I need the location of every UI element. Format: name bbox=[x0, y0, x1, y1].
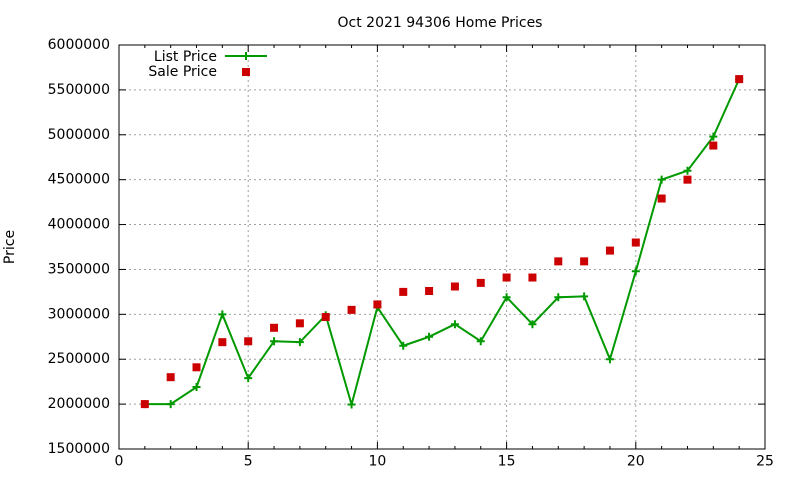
sale-price-point bbox=[631, 238, 640, 247]
legend-label-list-price: List Price bbox=[154, 49, 217, 65]
list-price-point bbox=[450, 320, 459, 329]
list-price-point bbox=[244, 374, 253, 383]
sale-price-point bbox=[295, 319, 304, 328]
legend-swatch-sale-price bbox=[242, 68, 250, 76]
x-tick-label: 20 bbox=[627, 454, 645, 470]
sale-price-point bbox=[580, 257, 589, 266]
x-tick-label: 5 bbox=[244, 454, 253, 470]
list-price-point bbox=[295, 338, 304, 347]
series-layer bbox=[140, 75, 744, 409]
sale-price-point bbox=[657, 194, 666, 203]
sale-price-point bbox=[450, 282, 459, 291]
y-axis-tick-labels: 1500000 2000000 2500000 3000000 3500000 40000… bbox=[48, 37, 110, 457]
list-price-line bbox=[144, 78, 741, 409]
y-axis-label: Price bbox=[2, 230, 18, 264]
list-price-point bbox=[502, 293, 511, 302]
x-axis-tick-labels: 0 5 10 15 20 25 bbox=[115, 454, 774, 470]
list-price-point bbox=[347, 400, 356, 409]
axis-ticks bbox=[118, 44, 766, 450]
list-price-point bbox=[476, 337, 485, 346]
sale-price-point bbox=[347, 305, 356, 314]
y-tick-label: 2000000 bbox=[48, 396, 110, 412]
list-price-point bbox=[605, 355, 614, 364]
legend-marker-list-price bbox=[242, 52, 250, 60]
sale-price-point bbox=[735, 75, 744, 84]
list-price-point bbox=[425, 332, 434, 341]
y-tick-label: 1500000 bbox=[48, 441, 110, 457]
sale-price-point bbox=[425, 286, 434, 295]
y-tick-label: 4500000 bbox=[48, 172, 110, 188]
list-price-point bbox=[399, 341, 408, 350]
sale-price-point bbox=[218, 338, 227, 347]
x-tick-label: 10 bbox=[368, 454, 386, 470]
sale-price-point bbox=[476, 278, 485, 287]
list-price-point bbox=[270, 337, 279, 346]
y-tick-label: 6000000 bbox=[48, 37, 110, 53]
list-price-point bbox=[683, 166, 692, 175]
y-tick-label: 3000000 bbox=[48, 306, 110, 322]
list-price-point bbox=[218, 310, 227, 319]
sale-price-point bbox=[244, 337, 253, 346]
sale-price-point bbox=[554, 257, 563, 266]
sale-price-point bbox=[528, 273, 537, 282]
sale-price-point bbox=[270, 323, 279, 332]
list-price-point bbox=[554, 293, 563, 302]
sale-price-point bbox=[683, 175, 692, 184]
list-price-point bbox=[192, 383, 201, 392]
y-tick-label: 5500000 bbox=[48, 82, 110, 98]
sale-price-point bbox=[140, 400, 149, 409]
x-tick-label: 25 bbox=[756, 454, 774, 470]
legend-label-sale-price: Sale Price bbox=[148, 64, 217, 80]
list-price-point bbox=[166, 400, 175, 409]
y-tick-label: 4000000 bbox=[48, 217, 110, 233]
y-tick-label: 5000000 bbox=[48, 127, 110, 143]
sale-price-point bbox=[709, 141, 718, 150]
chart-title: Oct 2021 94306 Home Prices bbox=[338, 15, 543, 31]
list-price-point bbox=[709, 132, 718, 141]
sale-price-point bbox=[321, 313, 330, 322]
plot-frame bbox=[118, 44, 766, 450]
list-price-point bbox=[528, 320, 537, 329]
sale-price-point bbox=[166, 373, 175, 382]
sale-price-point bbox=[192, 363, 201, 372]
grid-lines bbox=[119, 45, 765, 449]
y-tick-label: 2500000 bbox=[48, 351, 110, 367]
x-tick-label: 0 bbox=[115, 454, 124, 470]
list-price-point bbox=[580, 292, 589, 301]
sale-price-point bbox=[373, 300, 382, 309]
x-tick-label: 15 bbox=[498, 454, 516, 470]
sale-price-point bbox=[399, 287, 408, 296]
y-tick-label: 3500000 bbox=[48, 261, 110, 277]
sale-price-point bbox=[502, 273, 511, 282]
sale-price-point bbox=[605, 246, 614, 255]
list-price-point bbox=[657, 175, 666, 184]
list-price-point bbox=[631, 267, 640, 276]
